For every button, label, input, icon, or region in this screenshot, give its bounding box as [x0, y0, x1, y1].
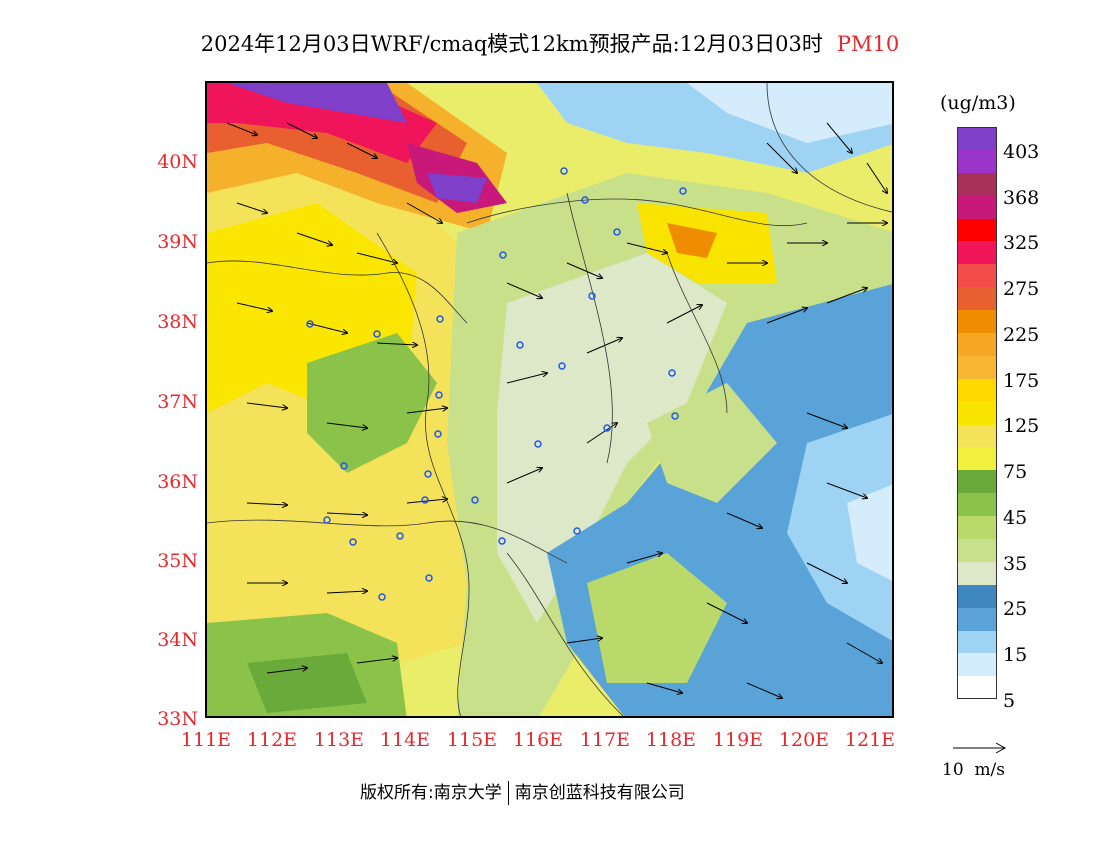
- legend-level-5: 5: [1003, 690, 1016, 712]
- color-bar-cell: [957, 653, 997, 677]
- lat-label-39: 39N: [157, 231, 198, 253]
- legend-level-275: 275: [1003, 278, 1040, 300]
- lat-label-37: 37N: [157, 391, 198, 413]
- lon-label-111: 111E: [180, 729, 232, 751]
- color-bar-cell: [957, 584, 997, 608]
- color-bar-cell: [957, 149, 997, 173]
- color-bar-cell: [957, 401, 997, 425]
- copyright-footer: 版权所有:南京大学 南京创蓝科技有限公司: [360, 778, 685, 805]
- color-bar-cell: [957, 127, 997, 150]
- color-bar-cell: [957, 264, 997, 288]
- legend-level-368: 368: [1003, 187, 1040, 209]
- color-bar-cell: [957, 424, 997, 448]
- legend-level-15: 15: [1003, 644, 1028, 666]
- lon-label-117: 117E: [579, 729, 631, 751]
- map-field: [207, 83, 892, 716]
- lon-label-112: 112E: [246, 729, 298, 751]
- footer-divider: [507, 781, 509, 805]
- title-text: 2024年12月03日WRF/cmaq模式12km预报产品:12月03日03时: [200, 32, 823, 56]
- lon-label-116: 116E: [512, 729, 564, 751]
- lat-label-35: 35N: [157, 550, 198, 572]
- color-bar-cell: [957, 287, 997, 311]
- lon-label-115: 115E: [446, 729, 498, 751]
- legend-level-403: 403: [1003, 141, 1040, 163]
- lat-label-36: 36N: [157, 471, 198, 493]
- lon-label-121: 121E: [844, 729, 896, 751]
- pm10-map: [205, 81, 894, 718]
- color-bar-cell: [957, 195, 997, 219]
- footer-company: 南京创蓝科技有限公司: [514, 783, 685, 803]
- color-bar-cell: [957, 378, 997, 402]
- color-bar: [957, 127, 997, 700]
- color-bar-cell: [957, 333, 997, 356]
- color-bar-cell: [957, 218, 997, 242]
- lat-label-34: 34N: [157, 629, 198, 651]
- legend-level-35: 35: [1003, 553, 1028, 575]
- legend-level-25: 25: [1003, 598, 1028, 620]
- title-variable: PM10: [836, 32, 900, 56]
- color-bar-cell: [957, 607, 997, 631]
- color-bar-cell: [957, 241, 997, 265]
- legend-level-125: 125: [1003, 415, 1040, 437]
- lon-label-120: 120E: [778, 729, 830, 751]
- legend-level-325: 325: [1003, 232, 1040, 254]
- lat-label-33: 33N: [157, 708, 198, 730]
- reference-vector-label: 10 m/s: [942, 760, 1006, 780]
- color-bar-cell: [957, 561, 997, 585]
- lon-label-114: 114E: [379, 729, 431, 751]
- color-bar-cell: [957, 539, 997, 562]
- lat-label-38: 38N: [157, 311, 198, 333]
- lon-label-113: 113E: [313, 729, 365, 751]
- lat-label-40: 40N: [157, 151, 198, 173]
- color-bar-cell: [957, 172, 997, 196]
- color-bar-cell: [957, 470, 997, 494]
- footer-owner: 版权所有:南京大学: [360, 783, 502, 803]
- color-bar-cell: [957, 630, 997, 654]
- legend-level-175: 175: [1003, 370, 1040, 392]
- color-bar-cell: [957, 676, 997, 700]
- lon-label-119: 119E: [712, 729, 764, 751]
- legend-level-225: 225: [1003, 324, 1040, 346]
- color-bar-cell: [957, 516, 997, 540]
- lon-label-118: 118E: [645, 729, 697, 751]
- chart-title: 2024年12月03日WRF/cmaq模式12km预报产品:12月03日03时 P…: [0, 28, 1100, 58]
- legend-unit: (ug/m3): [940, 92, 1016, 114]
- color-bar-cell: [957, 310, 997, 334]
- legend-level-45: 45: [1003, 507, 1028, 529]
- color-bar-cell: [957, 493, 997, 517]
- reference-vector-arrow: [953, 742, 1007, 754]
- legend-level-75: 75: [1003, 461, 1028, 483]
- color-bar-cell: [957, 447, 997, 471]
- color-bar-cell: [957, 355, 997, 379]
